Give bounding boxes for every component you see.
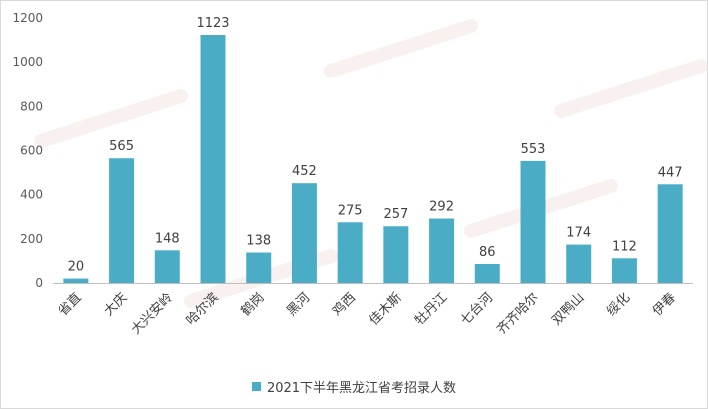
bar-5 (291, 183, 317, 283)
y-axis: 0 200 400 600 800 1000 1200 (12, 11, 43, 290)
x-tick-label-5: 黑河 (284, 290, 313, 319)
data-label-13: 447 (658, 165, 683, 180)
x-tick-label-4: 鹤岗 (238, 290, 268, 320)
data-label-8: 292 (429, 200, 454, 215)
x-tick-label-11: 双鸭山 (549, 290, 587, 328)
bar-10 (520, 160, 546, 283)
y-tick-label: 400 (20, 188, 43, 202)
y-tick-label: 0 (35, 276, 43, 290)
bar-11 (566, 244, 592, 283)
x-tick-label-6: 鸡西 (329, 290, 359, 320)
x-tick-label-0: 省直 (56, 290, 85, 319)
data-label-2: 148 (155, 231, 180, 246)
watermark-mark (324, 19, 478, 78)
bar-12 (611, 258, 637, 283)
bars-group (63, 35, 683, 283)
data-label-10: 553 (521, 142, 546, 157)
x-tick-label-12: 绥化 (604, 290, 633, 319)
data-label-12: 112 (612, 239, 637, 254)
bar-7 (383, 226, 409, 283)
data-labels-group: 20 565 148 1123 138 452 275 257 292 86 553 174 112 44… (68, 16, 683, 275)
data-label-3: 1123 (196, 16, 229, 31)
bar-2 (154, 250, 180, 283)
data-label-11: 174 (566, 226, 591, 241)
bar-0 (63, 278, 89, 283)
bar-9 (474, 264, 500, 283)
data-label-1: 565 (109, 139, 134, 154)
x-tick-label-7: 佳木斯 (366, 290, 404, 328)
x-tick-label-13: 伊春 (650, 290, 679, 319)
x-tick-label-2: 大兴安岭 (129, 290, 176, 337)
bar-6 (337, 222, 363, 283)
x-tick-label-1: 大庆 (101, 290, 130, 319)
bar-3 (200, 35, 226, 283)
data-label-9: 86 (479, 245, 496, 260)
y-tick-label: 1000 (12, 55, 43, 69)
y-tick-label: 1200 (12, 11, 43, 25)
bar-1 (109, 158, 135, 283)
y-tick-label: 600 (20, 144, 43, 158)
data-label-6: 275 (338, 203, 363, 218)
watermark-mark (554, 59, 707, 118)
bar-8 (429, 218, 455, 283)
legend-swatch (251, 382, 261, 391)
data-label-0: 20 (68, 260, 85, 275)
x-tick-label-10: 齐齐哈尔 (494, 290, 542, 338)
watermark-mark (34, 89, 188, 148)
y-tick-label: 800 (20, 99, 43, 113)
x-tick-label-8: 牡丹江 (412, 290, 450, 328)
x-tick-label-9: 七台河 (458, 290, 496, 328)
data-label-5: 452 (292, 164, 317, 179)
data-label-7: 257 (383, 207, 408, 222)
legend-label: 2021下半年黑龙江省考招录人数 (266, 381, 457, 396)
legend: 2021下半年黑龙江省考招录人数 (1, 377, 707, 396)
y-tick-label: 200 (20, 232, 43, 246)
bar-13 (657, 184, 683, 283)
bar-4 (246, 252, 272, 283)
watermark-layer (34, 19, 707, 308)
data-label-4: 138 (246, 234, 271, 249)
